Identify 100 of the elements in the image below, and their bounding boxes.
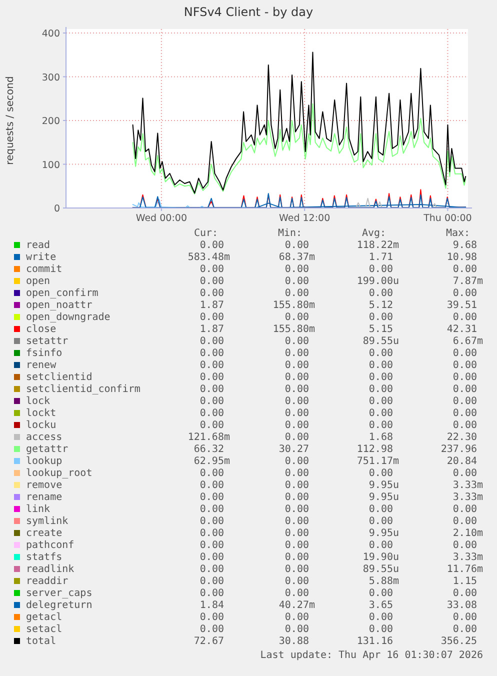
text: 0.00	[452, 264, 477, 275]
legend-label: open_confirm	[26, 288, 98, 299]
text: 0.00	[368, 624, 393, 635]
legend-label: rename	[26, 492, 62, 503]
text: 30.88	[278, 636, 309, 647]
text: 0.00	[284, 396, 309, 407]
text: 155.80m	[272, 300, 315, 311]
text: 6.67m	[452, 336, 483, 347]
text: 0.00	[452, 516, 477, 527]
legend-label: fsinfo	[26, 348, 62, 359]
text: 0.00	[284, 264, 309, 275]
text: 0.00	[200, 528, 224, 539]
text: 68.37m	[278, 252, 315, 263]
text: 30.27	[278, 444, 309, 455]
legend-label: setacl	[26, 624, 62, 635]
text: 0.00	[200, 396, 224, 407]
text: 42.31	[446, 324, 477, 335]
text: 0.00	[284, 432, 309, 443]
legend-label: pathconf	[26, 540, 74, 551]
legend-label: write	[26, 252, 56, 263]
text: 0.00	[452, 612, 477, 623]
text: 0.00	[284, 552, 309, 563]
legend-label: readlink	[26, 564, 74, 575]
text: Cur:	[194, 228, 218, 239]
text: 112.98	[356, 444, 393, 455]
text: 155.80m	[272, 324, 315, 335]
text: 0.00	[368, 540, 393, 551]
text: 0.00	[284, 480, 309, 491]
text: 9.95u	[368, 480, 399, 491]
text: 0.00	[200, 540, 224, 551]
text: 7.87m	[452, 276, 483, 287]
text: 0.00	[200, 264, 224, 275]
text: 3.65	[368, 600, 393, 611]
text: 1.68	[368, 432, 393, 443]
text: 0.00	[368, 372, 393, 383]
x-tick-label: Thu 00:00	[422, 213, 472, 224]
text: 199.00u	[356, 276, 399, 287]
text: 0.00	[452, 408, 477, 419]
text: 10.98	[446, 252, 477, 263]
text: 0.00	[200, 360, 224, 371]
text: 5.12	[368, 300, 393, 311]
legend-label: delegreturn	[26, 600, 92, 611]
text: 0.00	[200, 348, 224, 359]
text: Max:	[446, 228, 470, 239]
legend-label: lookup	[26, 456, 62, 467]
text: 3.33m	[452, 480, 483, 491]
text: 0.00	[368, 264, 393, 275]
text: 22.30	[446, 432, 477, 443]
text: 72.67	[194, 636, 224, 647]
legend-label: statfs	[26, 552, 62, 563]
text: 5.88m	[368, 576, 399, 587]
text: 0.00	[452, 372, 477, 383]
legend-label: open_downgrade	[26, 312, 110, 323]
text: 0.00	[368, 408, 393, 419]
text: 0.00	[284, 624, 309, 635]
text: 39.51	[446, 300, 477, 311]
legend-label: setclientid_confirm	[26, 384, 140, 395]
text: 1.84	[200, 600, 224, 611]
text: 9.68	[452, 240, 477, 251]
text: 0.00	[452, 540, 477, 551]
text: 0.00	[368, 288, 393, 299]
legend-label: symlink	[26, 516, 68, 527]
text: 0.00	[284, 468, 309, 479]
text: 0.00	[368, 612, 393, 623]
text: 0.00	[284, 408, 309, 419]
text: 0.00	[452, 348, 477, 359]
text: 0.00	[284, 384, 309, 395]
text: 62.95m	[194, 456, 230, 467]
text: 0.00	[452, 588, 477, 599]
text: 0.00	[284, 360, 309, 371]
text: 19.90u	[362, 552, 399, 563]
legend-label: remove	[26, 480, 62, 491]
legend-label: setattr	[26, 336, 68, 347]
text: 0.00	[368, 468, 393, 479]
text: 0.00	[368, 396, 393, 407]
text: 11.76m	[446, 564, 483, 575]
text: Avg:	[362, 228, 386, 239]
text: 751.17m	[356, 456, 399, 467]
text: 40.27m	[278, 600, 315, 611]
text: 0.00	[452, 504, 477, 515]
text: 0.00	[284, 276, 309, 287]
text: 0.00	[200, 576, 224, 587]
text: 0.00	[200, 288, 224, 299]
text: 0.00	[200, 420, 224, 431]
legend-label: close	[26, 324, 56, 335]
text: 0.00	[284, 492, 309, 503]
text: 0.00	[284, 420, 309, 431]
text: 0.00	[368, 312, 393, 323]
y-tick-label: 300	[42, 72, 60, 84]
text: 0.00	[200, 516, 224, 527]
text: 66.32	[194, 444, 224, 455]
y-tick-label: 100	[42, 160, 60, 171]
text: 0.00	[452, 468, 477, 479]
text: 356.25	[440, 636, 477, 647]
text: 0.00	[200, 612, 224, 623]
y-tick-label: 0	[54, 204, 60, 214]
text: 0.00	[284, 504, 309, 515]
text: 1.71	[368, 252, 393, 263]
text: Last update: Thu Apr 16 01:30:07 2026	[260, 650, 483, 661]
text: 0.00	[452, 384, 477, 395]
